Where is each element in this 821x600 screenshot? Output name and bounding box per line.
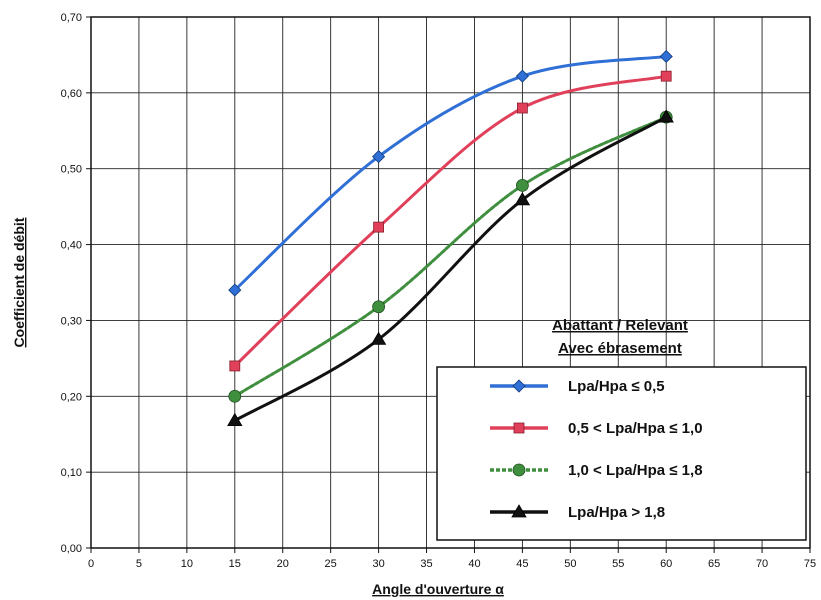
y-tick-label: 0,20 xyxy=(61,391,82,403)
data-point xyxy=(517,102,528,114)
legend-label: Lpa/Hpa > 1,8 xyxy=(568,504,665,521)
data-point xyxy=(370,331,387,345)
legend-marker xyxy=(513,422,525,434)
legend-marker xyxy=(512,463,526,477)
x-tick-label: 20 xyxy=(277,558,289,570)
y-tick-label: 0,40 xyxy=(61,240,82,252)
x-tick-label: 35 xyxy=(420,558,432,570)
data-point xyxy=(227,412,243,426)
data-point xyxy=(659,49,673,64)
legend-label: 0,5 < Lpa/Hpa ≤ 1,0 xyxy=(568,420,703,437)
y-tick-label: 0,50 xyxy=(61,164,82,176)
data-point xyxy=(372,300,386,314)
y-tick-label: 0,60 xyxy=(61,88,82,100)
x-tick-label: 60 xyxy=(660,558,672,570)
data-point xyxy=(515,69,529,83)
series-3 xyxy=(228,110,673,403)
x-tick-label: 10 xyxy=(181,558,193,570)
data-point xyxy=(658,109,674,123)
y-tick-label: 0,70 xyxy=(61,12,82,24)
series-2 xyxy=(229,70,672,372)
data-point xyxy=(372,150,386,164)
x-tick-label: 50 xyxy=(564,558,576,570)
x-axis-label: Angle d'ouverture α xyxy=(372,581,504,597)
y-axis-ticks: 0,00 0,10 0,20 0,30 0,40 0,50 0,60 0,70 xyxy=(61,12,91,555)
x-tick-label: 5 xyxy=(136,558,142,570)
x-tick-label: 55 xyxy=(612,558,624,570)
y-tick-label: 0,00 xyxy=(61,543,82,555)
series-line xyxy=(233,115,668,398)
series-line xyxy=(233,74,668,368)
legend-label: Lpa/Hpa ≤ 0,5 xyxy=(568,378,665,395)
data-point xyxy=(228,389,242,403)
legend-marker xyxy=(511,504,527,518)
legend-label: 1,0 < Lpa/Hpa ≤ 1,8 xyxy=(568,462,703,479)
x-tick-label: 75 xyxy=(804,558,816,570)
x-tick-label: 25 xyxy=(325,558,337,570)
data-point xyxy=(660,70,672,82)
legend-title-line-1: Abattant / Relevant xyxy=(552,317,688,334)
x-tick-label: 40 xyxy=(468,558,480,570)
data-point xyxy=(514,192,531,206)
x-tick-label: 15 xyxy=(229,558,241,570)
data-point xyxy=(228,283,242,297)
y-tick-label: 0,10 xyxy=(61,467,82,479)
series-line xyxy=(233,54,668,292)
series-4 xyxy=(227,109,674,426)
legend: Lpa/Hpa ≤ 0,5 0,5 < Lpa/Hpa ≤ 1,0 1,0 < Lp… xyxy=(436,366,807,541)
data-point xyxy=(516,179,529,192)
x-tick-label: 30 xyxy=(372,558,384,570)
x-tick-label: 65 xyxy=(708,558,720,570)
data-point xyxy=(229,360,241,372)
legend-title-line-2: Avec ébrasement xyxy=(558,340,682,357)
series-layer xyxy=(227,49,674,426)
legend-marker xyxy=(512,379,526,393)
x-tick-label: 45 xyxy=(516,558,528,570)
data-point xyxy=(373,221,385,233)
y-axis-label: Coefficient de débit xyxy=(11,217,27,347)
x-axis-ticks: 0 5 10 15 20 25 30 35 40 45 50 55 60 65 70 75 xyxy=(88,548,816,570)
x-tick-label: 70 xyxy=(756,558,768,570)
x-tick-label: 0 xyxy=(88,558,94,570)
y-tick-label: 0,30 xyxy=(61,315,82,327)
plot-frame xyxy=(90,16,811,549)
series-line xyxy=(233,115,668,423)
series-1 xyxy=(228,49,673,297)
